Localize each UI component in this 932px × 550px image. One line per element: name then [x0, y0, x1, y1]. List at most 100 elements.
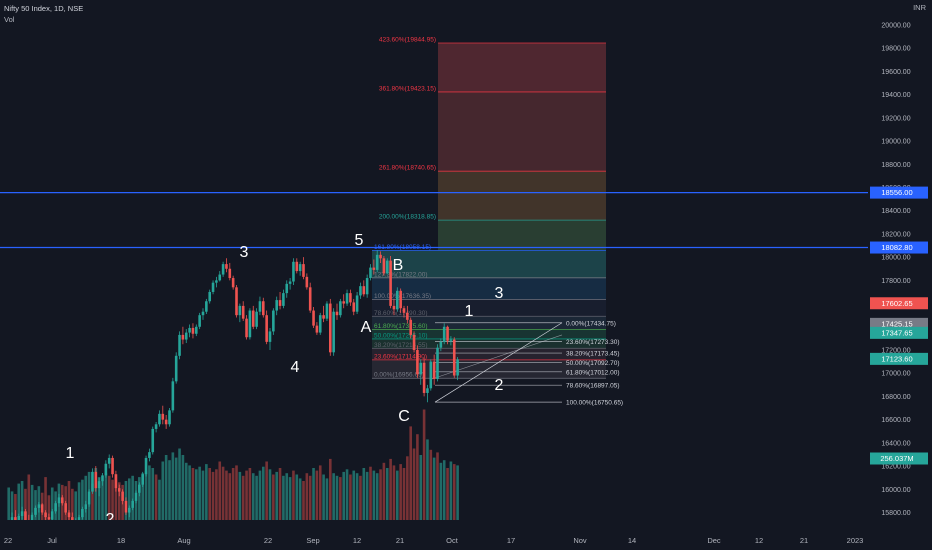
volume-bar [228, 473, 232, 520]
candle-body [355, 295, 359, 312]
candle-body [114, 474, 118, 489]
volume-bar [305, 473, 309, 520]
fib-retracement-label: 38.20%(17173.45) [566, 351, 620, 358]
candle-body [345, 293, 349, 304]
volume-bar [211, 471, 215, 520]
fib-extension-label: 361.80%(19423.15) [379, 85, 436, 92]
symbol-title[interactable]: Nifty 50 Index, 1D, NSE [4, 4, 84, 13]
candle-body [375, 254, 379, 270]
volume-bar [221, 466, 225, 520]
y-tick-label: 16600.00 [881, 417, 910, 424]
volume-bar [161, 461, 165, 520]
fib-extension-label: 38.20%(17214.55) [374, 342, 428, 349]
y-tick-label: 17200.00 [881, 348, 910, 355]
volume-bar [339, 477, 342, 520]
volume-bar [171, 452, 175, 520]
y-tick-label: 18200.00 [881, 231, 910, 238]
x-tick-label: 12 [755, 536, 763, 545]
volume-bar [17, 483, 21, 520]
candle-body [231, 278, 235, 288]
wave-label: 5 [355, 232, 364, 249]
volume-bar [44, 477, 47, 520]
fib-extension-label: 127.2%(17822.00) [374, 271, 428, 278]
candle-body [452, 339, 456, 376]
candle-body [439, 341, 443, 348]
volume-bar [265, 461, 268, 520]
volume-bar [77, 482, 81, 520]
candle-body [17, 515, 21, 520]
volume-bar [84, 475, 88, 520]
candle-body [191, 327, 195, 334]
fib-extension-label: 0.00%(16956.65) [374, 372, 424, 379]
x-tick-label: Sep [306, 536, 319, 545]
candle-body [456, 359, 459, 376]
candle-body [275, 300, 278, 311]
fib-extension-zone [372, 299, 606, 317]
fib-extension-zone [438, 171, 606, 221]
x-tick-label: Dec [707, 536, 721, 545]
volume-bar [30, 484, 34, 520]
candle-body [205, 301, 208, 312]
candle-body [168, 410, 171, 425]
candle-body [385, 260, 389, 274]
volume-bar [322, 474, 325, 520]
fib-extension-label: 423.60%(19844.95) [379, 36, 436, 43]
candle-body [94, 471, 98, 489]
candle-body [221, 264, 225, 275]
volume-bar [298, 478, 302, 520]
price-badge-label: 256.037M [880, 454, 913, 463]
fib-extension-label: 50.00%(17295.10) [374, 332, 428, 339]
candle-body [50, 511, 54, 520]
volume-bar [184, 462, 188, 520]
volume-bar [201, 470, 205, 520]
volume-bar [47, 495, 51, 520]
candle-body [436, 347, 439, 380]
volume-bar [335, 475, 339, 520]
volume-bar [67, 481, 71, 520]
candle-body [412, 334, 416, 350]
volume-bar [268, 469, 272, 520]
volume-bar [302, 481, 305, 520]
candle-body [282, 293, 285, 306]
x-tick-label: Nov [573, 536, 587, 545]
y-tick-label: 19200.00 [881, 115, 910, 122]
volume-bar [71, 488, 74, 520]
chart-header: Nifty 50 Index, 1D, NSE Vol [4, 3, 83, 25]
volume-bar [255, 475, 258, 520]
fib-extension-zone [438, 42, 606, 92]
fib-retracement-label: 23.60%(17273.30) [566, 339, 620, 346]
volume-bar [251, 473, 255, 520]
volume-bar [359, 475, 362, 520]
fib-extension-zone [372, 277, 606, 300]
wave-label: C [398, 408, 410, 425]
candle-body [104, 463, 108, 476]
candle-body [422, 362, 426, 393]
volume-bar [164, 455, 168, 520]
volume-bar [7, 487, 10, 520]
candle-body [97, 481, 101, 489]
volume-bar [168, 460, 171, 520]
price-badge-label: 17347.65 [881, 328, 912, 337]
y-tick-label: 16800.00 [881, 394, 910, 401]
volume-bar [27, 474, 31, 520]
candle-body [91, 471, 94, 492]
candle-body [248, 310, 252, 338]
candle-body [295, 261, 299, 272]
price-badge-label: 17425.15 [881, 319, 912, 328]
x-tick-label: Oct [446, 536, 459, 545]
wave-label: 2 [495, 377, 504, 394]
volume-bar [456, 465, 459, 520]
y-tick-label: 20000.00 [881, 23, 910, 30]
volume-label[interactable]: Vol [4, 15, 15, 24]
candle-body [329, 303, 332, 353]
volume-bar [396, 470, 399, 520]
x-tick-label: 18 [117, 536, 125, 545]
fib-extension-label: 78.60%(17490.30) [374, 310, 428, 317]
volume-bar [272, 474, 275, 520]
y-tick-label: 18800.00 [881, 162, 910, 169]
volume-bar [111, 479, 114, 520]
y-tick-label: 17800.00 [881, 278, 910, 285]
x-tick-label: 21 [396, 536, 404, 545]
candle-body [77, 517, 81, 520]
